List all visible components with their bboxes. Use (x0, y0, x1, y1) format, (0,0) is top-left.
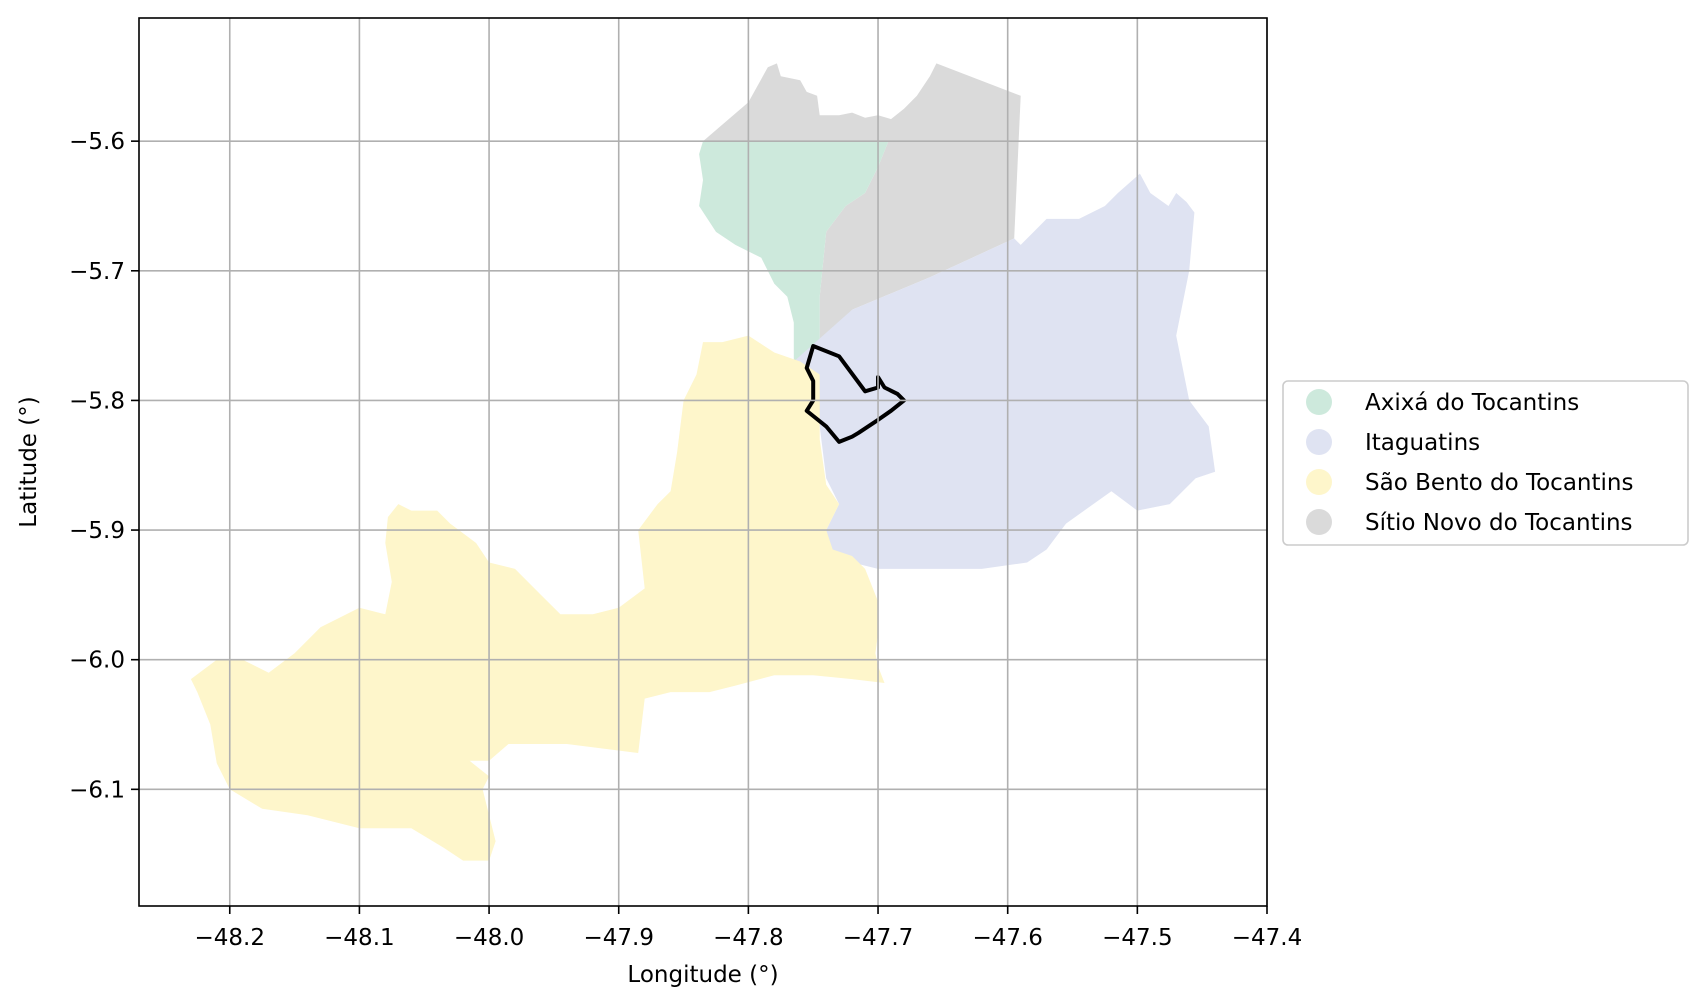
legend-box (1282, 380, 1689, 546)
legend-label: Sítio Novo do Tocantins (1365, 510, 1633, 536)
y-tick-label: −5.9 (69, 518, 125, 544)
x-tick-label: −47.5 (1102, 925, 1172, 951)
x-tick-label: −47.4 (1232, 925, 1302, 951)
y-tick-label: −5.7 (69, 259, 125, 285)
x-tick-label: −47.7 (843, 925, 913, 951)
y-tick-label: −6.0 (69, 648, 125, 674)
x-axis-title: Longitude (°) (627, 962, 778, 988)
legend-label: Itaguatins (1365, 430, 1480, 456)
x-tick-label: −47.8 (713, 925, 783, 951)
x-tick-label: −48.0 (454, 925, 524, 951)
x-tick-label: −47.6 (972, 925, 1042, 951)
legend-marker (1306, 389, 1332, 415)
y-tick-label: −5.8 (69, 388, 125, 414)
y-tick-label: −5.6 (69, 129, 125, 155)
y-tick-label: −6.1 (69, 777, 125, 803)
legend-label: Axixá do Tocantins (1365, 390, 1579, 416)
legend-marker (1306, 469, 1332, 495)
legend: Axixá do Tocantins Itaguatins São Bento do… (1282, 380, 1689, 546)
legend-marker (1306, 429, 1332, 455)
legend-marker (1306, 509, 1332, 535)
y-axis-title: Latitude (°) (16, 396, 42, 527)
x-tick-label: −48.2 (195, 925, 265, 951)
region-s-tio-novo-do-tocantins (703, 63, 1021, 349)
x-tick-label: −48.1 (324, 925, 394, 951)
regions-layer (190, 63, 1216, 861)
legend-label: São Bento do Tocantins (1365, 470, 1633, 496)
x-tick-label: −47.9 (583, 925, 653, 951)
plot-frame (138, 17, 1268, 907)
region-axix-do-tocantins (699, 141, 889, 368)
region-itaguatins (793, 173, 1216, 569)
ticks-layer: −48.2 −48.1 −48.0 −47.9 −47.8 −47.7 −47.6 −47.5… (69, 129, 1302, 951)
region-s-o-bento-do-tocantins (190, 335, 885, 861)
